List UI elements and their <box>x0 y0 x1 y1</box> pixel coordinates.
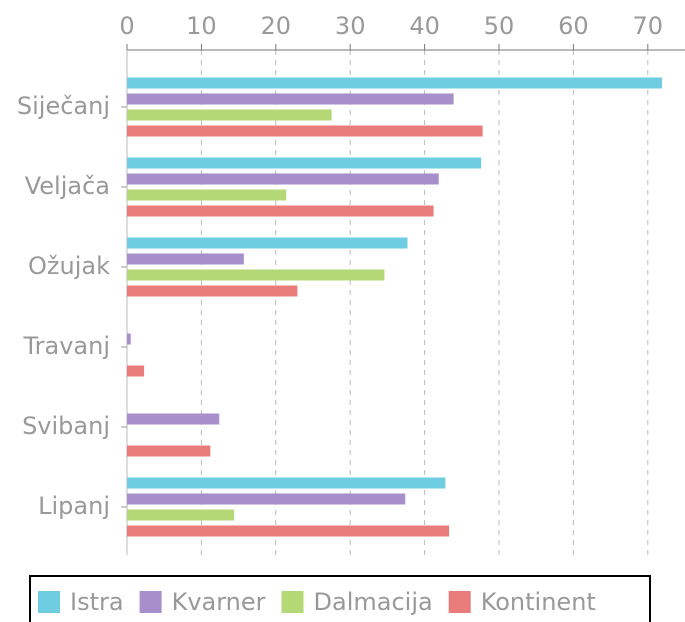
bar <box>127 477 446 489</box>
legend-label: Istra <box>70 588 124 616</box>
bar <box>127 509 235 521</box>
legend-swatch <box>38 591 60 613</box>
y-tick-label: Siječanj <box>17 92 110 120</box>
x-tick-label: 60 <box>558 12 589 40</box>
x-tick-label: 40 <box>409 12 440 40</box>
x-tick-label: 30 <box>335 12 366 40</box>
bar <box>127 157 482 169</box>
bar <box>127 253 244 265</box>
legend-label: Kvarner <box>172 588 266 616</box>
y-tick-label: Veljača <box>25 172 110 200</box>
legend-box <box>29 575 651 622</box>
y-tick-label: Svibanj <box>22 412 110 440</box>
legend-swatch <box>139 591 162 613</box>
bar <box>127 413 220 425</box>
y-tick-label: Travanj <box>23 332 111 360</box>
bar <box>127 269 385 281</box>
legend-swatch <box>281 591 304 613</box>
x-tick-label: 70 <box>633 12 664 40</box>
bar <box>127 365 145 377</box>
x-tick-label: 0 <box>119 12 134 40</box>
bar <box>127 93 454 105</box>
legend-swatch <box>448 591 471 613</box>
bar <box>127 205 434 217</box>
bar <box>127 525 450 537</box>
bar <box>127 109 332 121</box>
bar <box>127 189 287 201</box>
y-tick-label: Ožujak <box>28 252 110 280</box>
bar <box>127 285 298 297</box>
bar <box>127 237 408 249</box>
y-tick-label: Lipanj <box>38 492 110 520</box>
x-tick-label: 10 <box>186 12 217 40</box>
legend-label: Dalmacija <box>314 588 433 616</box>
bar <box>127 173 439 185</box>
legend-label: Kontinent <box>481 588 596 616</box>
x-tick-label: 20 <box>261 12 292 40</box>
bar <box>127 333 131 345</box>
bar <box>127 125 483 137</box>
bar <box>127 77 662 89</box>
bar <box>127 445 211 457</box>
bar <box>127 493 406 505</box>
x-tick-label: 50 <box>484 12 515 40</box>
